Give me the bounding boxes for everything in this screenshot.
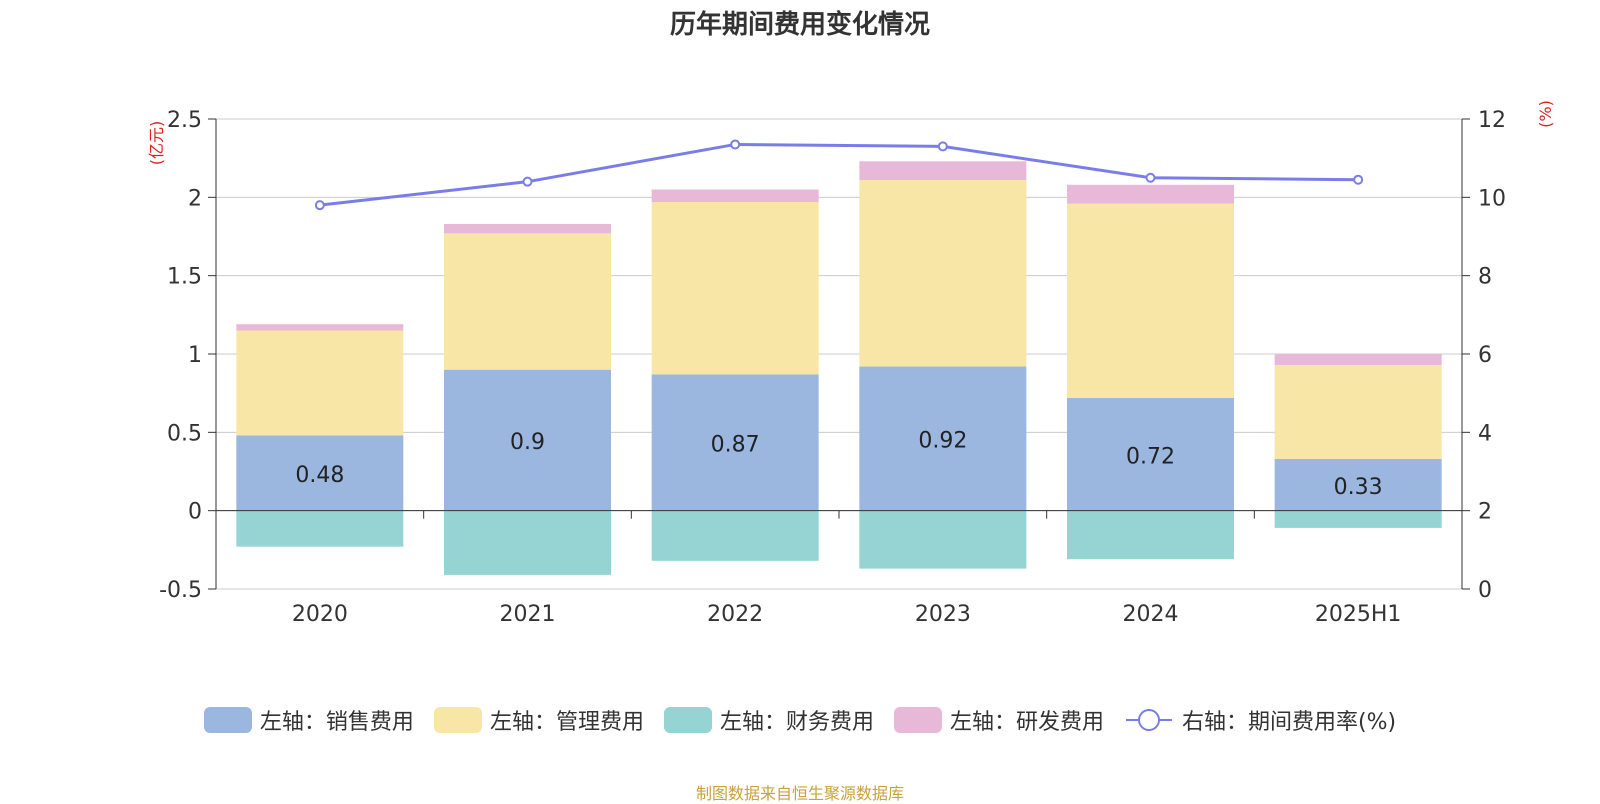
category-label: 2025H1 bbox=[1315, 602, 1402, 627]
left-axis-tick-label: 0.5 bbox=[167, 421, 202, 446]
bar-sales bbox=[1067, 397, 1234, 511]
bar-rnd bbox=[859, 161, 1027, 181]
left-axis-tick-label: 2.5 bbox=[167, 108, 202, 133]
right-axis-tick-label: 8 bbox=[1478, 265, 1492, 290]
legend-item-sales[interactable]: 左轴：销售费用 bbox=[203, 704, 414, 736]
source-note: 制图数据来自恒生聚源数据库 bbox=[695, 784, 904, 803]
left-axis-tick-label: 2 bbox=[188, 186, 202, 211]
rate-point bbox=[1353, 174, 1364, 185]
bar-sales bbox=[444, 369, 611, 511]
category-label: 2024 bbox=[1123, 602, 1179, 627]
category-label: 2022 bbox=[707, 602, 763, 627]
legend-swatch-rate bbox=[1125, 709, 1172, 731]
legend-item-rnd[interactable]: 左轴：研发费用 bbox=[893, 704, 1104, 736]
rate-line bbox=[319, 142, 1359, 207]
bar-rnd bbox=[236, 324, 404, 331]
category-label: 2021 bbox=[500, 602, 556, 627]
bar-admin bbox=[1274, 364, 1442, 459]
bar-sales bbox=[651, 374, 819, 511]
legend-label-admin: 左轴：管理费用 bbox=[489, 710, 644, 735]
legend-swatch-sales bbox=[203, 707, 252, 733]
bar-rnd bbox=[444, 223, 611, 234]
bar-rnd bbox=[651, 189, 819, 203]
data-label-sales: 0.87 bbox=[711, 433, 760, 458]
legend-item-finance[interactable]: 左轴：财务费用 bbox=[663, 704, 874, 736]
bar-sales bbox=[1274, 458, 1442, 511]
data-label-sales: 0.92 bbox=[918, 429, 967, 454]
left-axis-tick-label: 1.5 bbox=[167, 265, 202, 290]
category-label: 2023 bbox=[915, 602, 971, 627]
bar-rnd bbox=[1067, 184, 1234, 204]
chart-title: 历年期间费用变化情况 bbox=[669, 10, 930, 40]
bar-sales bbox=[236, 435, 404, 511]
bar-admin bbox=[236, 330, 404, 436]
right-axis-tick-label: 10 bbox=[1478, 186, 1506, 211]
legend-swatch-finance bbox=[663, 707, 712, 733]
left-axis-unit-label: (亿元) bbox=[147, 121, 166, 166]
bar-rnd bbox=[1274, 354, 1442, 365]
category-label: 2020 bbox=[292, 602, 348, 627]
data-label-sales: 0.72 bbox=[1126, 444, 1175, 469]
legend-label-sales: 左轴：销售费用 bbox=[259, 710, 414, 735]
data-label-sales: 0.9 bbox=[510, 430, 545, 455]
bar-admin bbox=[859, 180, 1027, 367]
bar-finance bbox=[1274, 510, 1442, 528]
rate-point bbox=[1145, 172, 1156, 183]
rate-point bbox=[314, 200, 325, 211]
left-axis-tick-label: -0.5 bbox=[159, 578, 202, 603]
bar-admin bbox=[651, 202, 819, 375]
legend-label-rate: 右轴：期间费用率(%) bbox=[1181, 710, 1397, 735]
chart-plot: 2.5 2 1.5 1 0.5 0 -0.5 12 10 8 6 4 2 0 (亿元) (%) 0.48 0.9 0… bbox=[147, 100, 1555, 627]
data-label-sales: 0.48 bbox=[295, 463, 344, 488]
bar-finance bbox=[236, 510, 404, 547]
legend-label-rnd: 左轴：研发费用 bbox=[949, 710, 1104, 735]
bar-finance bbox=[444, 510, 611, 575]
left-axis-tick-label: 1 bbox=[188, 343, 202, 368]
bar-finance bbox=[1067, 510, 1234, 560]
data-label-sales: 0.33 bbox=[1334, 475, 1383, 500]
right-axis-tick-label: 4 bbox=[1478, 421, 1492, 446]
bar-sales bbox=[859, 366, 1027, 511]
bar-admin bbox=[444, 233, 611, 370]
right-axis-tick-label: 0 bbox=[1478, 578, 1492, 603]
bar-admin bbox=[1067, 203, 1234, 398]
right-axis-tick-label: 12 bbox=[1478, 108, 1506, 133]
legend-swatch-admin bbox=[433, 707, 482, 733]
legend-swatch-rnd bbox=[893, 707, 942, 733]
legend-label-finance: 左轴：财务费用 bbox=[719, 710, 874, 735]
left-axis-tick-label: 0 bbox=[188, 500, 202, 525]
bar-finance bbox=[651, 510, 819, 561]
chart-legend: 左轴：销售费用 左轴：管理费用 左轴：财务费用 左轴：研发费用 右轴：期间费用率… bbox=[0, 704, 1600, 736]
right-axis-tick-label: 2 bbox=[1478, 500, 1492, 525]
rate-point bbox=[730, 139, 741, 150]
legend-item-rate[interactable]: 右轴：期间费用率(%) bbox=[1124, 704, 1396, 736]
bar-finance bbox=[859, 510, 1027, 569]
right-axis-unit-label: (%) bbox=[1536, 100, 1555, 128]
right-axis-tick-label: 6 bbox=[1478, 343, 1492, 368]
legend-item-admin[interactable]: 左轴：管理费用 bbox=[433, 704, 644, 736]
rate-point bbox=[937, 141, 948, 152]
rate-point bbox=[522, 176, 533, 187]
